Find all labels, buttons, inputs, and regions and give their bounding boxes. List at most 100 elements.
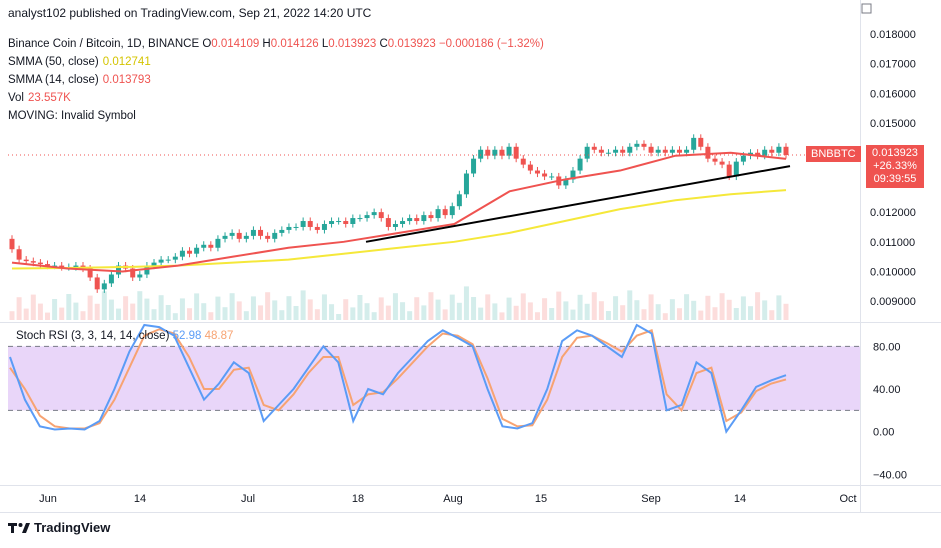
stoch-label: Stoch RSI (3, 3, 14, 14, close) — [16, 330, 170, 342]
stoch-legend: Stoch RSI (3, 3, 14, 14, close) 52.98 48… — [16, 330, 233, 342]
candle — [243, 235, 249, 239]
brand-label: TradingView — [34, 520, 111, 535]
volume-bar — [350, 307, 356, 320]
volume-bar — [755, 292, 761, 320]
volume-bar — [747, 306, 753, 320]
volume-bar — [769, 310, 775, 320]
candle — [94, 277, 100, 290]
volume-bar — [229, 293, 235, 320]
volume-bar — [669, 299, 675, 320]
candle — [641, 143, 647, 147]
ohlc-value-o: 0.014109 — [211, 38, 260, 50]
candle — [776, 146, 782, 153]
candle — [428, 215, 434, 219]
symbol-legend: Binance Coin / Bitcoin, 1D, BINANCE O0.0… — [8, 35, 544, 53]
candle — [400, 221, 406, 224]
volume-bar — [563, 301, 569, 320]
candle — [116, 265, 122, 275]
volume-bar — [87, 295, 93, 320]
stoch-k-line — [9, 323, 787, 435]
candle — [463, 173, 469, 195]
indicator-value: 0.012741 — [102, 56, 151, 68]
volume-bar — [208, 312, 214, 320]
volume-bar — [66, 294, 72, 320]
volume-bar — [584, 303, 590, 320]
candle — [371, 212, 377, 216]
footer-brand[interactable]: TradingView — [8, 520, 110, 535]
candle — [336, 221, 342, 223]
candle — [385, 218, 391, 227]
indicator-label: Vol — [8, 92, 24, 104]
indicator-value: 23.557K — [28, 92, 71, 104]
candle — [343, 221, 349, 224]
volume-bar — [16, 297, 22, 320]
volume-bar — [705, 295, 711, 320]
volume-bar — [456, 302, 462, 320]
volume-bar — [236, 301, 242, 320]
volume-bar — [222, 307, 228, 320]
candle — [591, 146, 597, 150]
candle — [726, 164, 732, 177]
volume-bar — [23, 308, 29, 320]
candle — [783, 146, 789, 156]
price-tick-label: 0.018000 — [870, 29, 916, 41]
candle — [229, 232, 235, 236]
volume-bar — [542, 298, 548, 320]
volume-bar — [719, 293, 725, 320]
candle — [23, 259, 29, 262]
candle — [392, 224, 398, 227]
candle — [684, 149, 690, 153]
candle — [201, 244, 207, 248]
volume-bar — [59, 307, 65, 320]
volume-bar — [478, 307, 484, 320]
ohlc-value-l: 0.013923 — [328, 38, 377, 50]
candle — [563, 179, 569, 186]
candle — [16, 249, 22, 260]
volume-bar — [151, 309, 157, 320]
candle — [648, 146, 654, 153]
price-tick-label: 0.011000 — [870, 237, 915, 249]
candle — [762, 149, 768, 156]
settings-icon — [861, 3, 872, 14]
indicator-value: 0.013793 — [102, 74, 151, 86]
candle — [137, 274, 143, 278]
price-tick-label: 0.010000 — [870, 267, 916, 279]
volume-bar — [591, 292, 597, 320]
smma50-line — [11, 189, 787, 270]
price-tick-label: 0.015000 — [870, 118, 916, 130]
volume-bar — [556, 291, 562, 320]
volume-bar — [215, 296, 221, 320]
candle — [194, 247, 200, 254]
volume-bar — [485, 294, 491, 320]
volume-bar — [471, 297, 477, 320]
volume-bar — [250, 296, 256, 320]
volume-bar — [662, 313, 668, 320]
ohlc-key-c: C — [376, 38, 388, 50]
stoch-tick-label: −40.00 — [873, 469, 907, 481]
candle — [456, 194, 462, 207]
time-tick-label: Aug — [443, 493, 463, 505]
candle — [534, 170, 540, 174]
price-tick-label: 0.009000 — [870, 296, 916, 308]
volume-bar — [30, 294, 36, 320]
volume-bar — [243, 311, 249, 320]
candle — [520, 158, 526, 165]
volume-bar — [513, 305, 519, 320]
price-tag-price: 0.013923 — [872, 147, 918, 159]
candle — [179, 250, 185, 257]
volume-bar — [676, 308, 682, 320]
indicator-label: SMMA (14, close) — [8, 74, 99, 86]
volume-bar — [691, 300, 697, 320]
candle — [598, 149, 604, 153]
indicator-row: MOVING: Invalid Symbol — [8, 107, 151, 125]
volume-bar — [449, 294, 455, 320]
symbol-title: Binance Coin / Bitcoin, 1D, BINANCE — [8, 38, 200, 50]
volume-bar — [130, 303, 136, 320]
candle — [378, 212, 384, 219]
ohlc-key-h: H — [259, 38, 271, 50]
volume-bar — [684, 294, 690, 320]
volume-bar — [73, 302, 79, 320]
volume-bar — [364, 303, 370, 320]
price-tag-countdown: 09:39:55 — [873, 173, 917, 185]
indicator-row: SMMA (50, close) 0.012741 — [8, 53, 151, 71]
